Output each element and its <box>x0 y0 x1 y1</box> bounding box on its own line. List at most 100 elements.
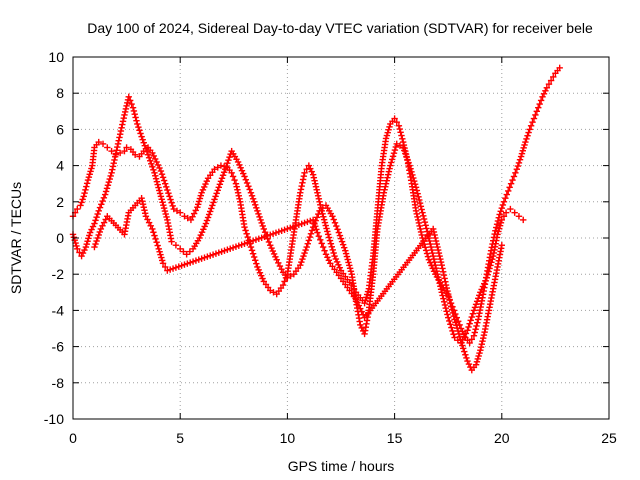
data-point <box>77 202 84 209</box>
data-point <box>148 160 155 167</box>
data-point <box>83 180 91 187</box>
data-point <box>439 265 446 272</box>
data-point <box>476 292 483 299</box>
data-point <box>233 183 240 190</box>
data-point <box>217 178 225 185</box>
data-point <box>489 256 496 263</box>
data-point <box>252 201 259 209</box>
data-point <box>470 307 478 314</box>
data-point <box>219 172 227 179</box>
data-point <box>256 213 263 221</box>
data-point <box>234 158 242 166</box>
data-point <box>95 231 102 239</box>
data-point <box>308 168 315 175</box>
data-point <box>385 126 392 133</box>
data-point <box>173 207 181 215</box>
data-point <box>160 201 167 209</box>
data-point <box>477 289 484 296</box>
data-point <box>448 306 456 313</box>
data-point <box>153 239 160 246</box>
data-point <box>154 181 161 188</box>
y-axis-label: SDTVAR / TECUs <box>8 182 24 294</box>
data-point <box>442 281 450 289</box>
data-point <box>414 213 421 221</box>
data-point <box>204 253 211 260</box>
data-point <box>422 244 429 251</box>
data-point <box>155 184 162 191</box>
data-point <box>211 196 218 203</box>
data-point <box>514 162 522 170</box>
data-point <box>329 246 336 254</box>
data-point <box>477 347 484 354</box>
data-point <box>510 173 518 180</box>
data-point <box>416 196 423 204</box>
data-point <box>215 184 222 191</box>
data-point <box>248 192 256 199</box>
data-point <box>196 195 204 202</box>
data-point <box>445 314 452 321</box>
data-point <box>89 223 97 230</box>
data-point <box>98 201 105 208</box>
data-point <box>437 258 445 266</box>
data-point <box>469 310 477 317</box>
data-point <box>250 253 258 261</box>
data-point <box>167 196 174 203</box>
data-point <box>264 232 271 239</box>
data-point <box>289 223 297 231</box>
data-point <box>140 204 147 211</box>
data-point <box>140 139 147 146</box>
data-point <box>272 229 280 237</box>
data-point <box>245 183 252 190</box>
data-point <box>249 250 257 257</box>
data-point <box>438 289 445 296</box>
x-axis-label: GPS time / hours <box>288 458 395 474</box>
data-point <box>145 154 153 161</box>
data-point <box>304 240 311 247</box>
data-point <box>244 233 251 241</box>
data-point <box>164 186 171 194</box>
data-point <box>202 220 210 227</box>
data-point <box>525 129 532 136</box>
data-point <box>325 257 333 264</box>
data-point <box>438 261 445 269</box>
data-point <box>163 183 170 191</box>
data-point <box>434 243 441 251</box>
data-point <box>396 125 403 133</box>
data-point <box>495 228 502 235</box>
data-point <box>325 234 333 241</box>
data-point <box>480 334 487 342</box>
data-point <box>209 251 217 258</box>
data-point <box>474 319 481 326</box>
data-point <box>471 304 479 311</box>
data-point <box>123 144 130 151</box>
data-point <box>108 169 115 177</box>
data-point <box>94 234 101 242</box>
data-point <box>404 156 411 163</box>
data-point <box>384 171 392 178</box>
data-point <box>74 205 81 213</box>
y-tick-label: -4 <box>52 302 65 318</box>
data-point <box>85 235 92 242</box>
data-point <box>422 247 430 254</box>
data-point <box>198 255 205 262</box>
data-point <box>363 291 371 298</box>
data-point <box>529 118 536 126</box>
data-point <box>275 228 283 236</box>
data-point <box>493 224 500 231</box>
data-point <box>232 243 240 250</box>
data-point <box>384 174 391 181</box>
data-point <box>414 216 422 224</box>
data-point <box>172 264 180 271</box>
data-point <box>507 205 514 213</box>
data-point <box>401 147 408 154</box>
data-point <box>315 210 322 218</box>
data-point <box>309 216 317 224</box>
data-point <box>390 149 398 157</box>
data-point <box>187 259 194 266</box>
data-point <box>161 263 169 271</box>
x-tick-label: 25 <box>601 430 617 446</box>
data-point <box>520 216 527 224</box>
data-point <box>79 196 86 203</box>
data-point <box>483 274 490 282</box>
